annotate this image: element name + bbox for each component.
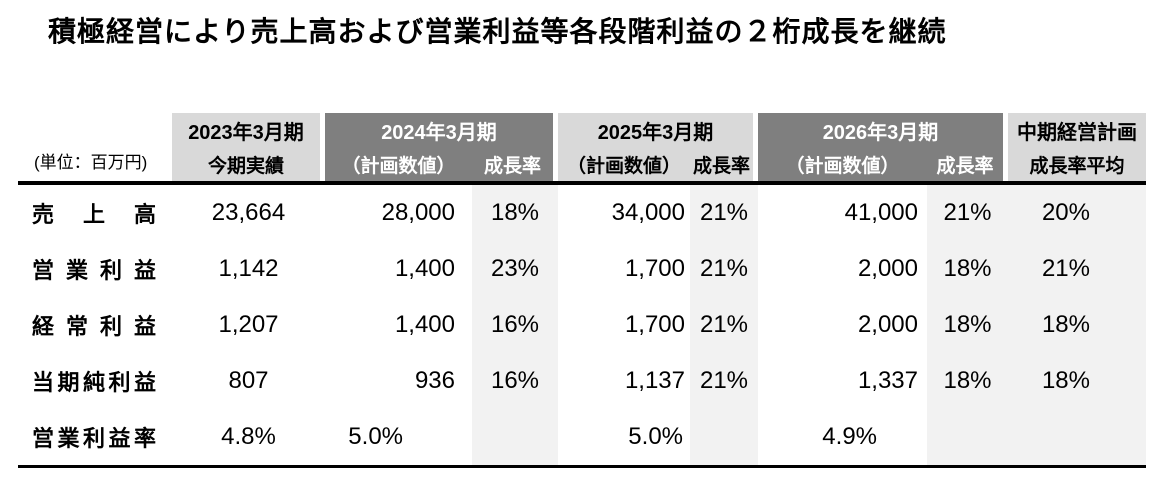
cell-fy2026-plan: 4.9% [822,423,877,450]
column-header-fy2026: 2026年3月期 [758,113,1008,147]
row-label: 営業利益 [18,241,172,297]
financial-plan-table: (単位：百万円) 2023年3月期 2024年3月期 2025年3月期 2026… [18,113,1146,468]
subheader-fy2024-plan: （計画数値） [325,147,472,181]
cell-fy2024-growth: 16% [472,353,558,409]
cell-fy2025-plan: 1,137 [624,367,685,394]
cell-fy2025-growth: 21% [690,353,758,409]
cell-fy2026-plan: 1,337 [857,367,918,394]
row-label-text: 営業利益 [32,258,156,283]
row-label: 売上高 [18,185,172,241]
subheader-fy2025-growth: 成長率 [690,147,758,181]
cell-fy2024-growth: 23% [472,241,558,297]
cell-fy2026-growth: 18% [927,297,1008,353]
cell-fy2024-plan: 5.0% [348,423,403,450]
row-label-text: 経常利益 [32,314,156,339]
row-label-text: 売上高 [32,202,156,227]
subheader-midterm-avg: 成長率平均 [1008,147,1146,181]
cell-fy2026-plan: 41,000 [844,199,918,226]
cell-midterm-avg: 18% [1008,297,1146,353]
cell-fy2025-growth [690,409,758,465]
subheader-fy2026-plan: （計画数値） [758,147,927,181]
cell-fy2026-growth: 18% [927,353,1008,409]
cell-fy2025-growth: 21% [690,185,758,241]
cell-fy2023-actual: 1,142 [218,255,279,282]
cell-fy2024-plan: 1,400 [394,255,455,282]
unit-label: (単位：百万円) [18,113,172,181]
cell-fy2024-growth [472,409,558,465]
cell-fy2024-plan: 28,000 [381,199,455,226]
row-label: 経常利益 [18,297,172,353]
cell-midterm-avg: 20% [1008,185,1146,241]
subheader-fy2025-plan: （計画数値） [558,147,690,181]
cell-fy2025-growth: 21% [690,297,758,353]
cell-fy2024-growth: 18% [472,185,558,241]
table-body: 売上高 23,664 28,000 18% 34,000 21% 41,000 … [18,185,1146,468]
cell-fy2023-actual: 4.8% [221,423,276,450]
cell-fy2025-plan: 1,700 [624,311,685,338]
cell-fy2026-growth [927,409,1008,465]
cell-midterm-avg: 18% [1008,353,1146,409]
cell-fy2026-growth: 18% [927,241,1008,297]
cell-midterm-avg: 21% [1008,241,1146,297]
cell-fy2024-plan: 1,400 [394,311,455,338]
cell-fy2026-growth: 21% [927,185,1008,241]
cell-fy2025-plan: 5.0% [628,423,683,450]
column-header-midterm: 中期経営計画 [1008,113,1146,147]
cell-fy2023-actual: 1,207 [218,311,279,338]
subheader-fy2023-actual: 今期実績 [172,147,325,181]
page-title: 積極経営により売上高および営業利益等各段階利益の２桁成長を継続 [48,16,947,47]
subheader-fy2024-growth: 成長率 [472,147,558,181]
column-header-fy2025: 2025年3月期 [558,113,758,147]
cell-fy2025-plan: 34,000 [611,199,685,226]
table-header: (単位：百万円) 2023年3月期 2024年3月期 2025年3月期 2026… [18,113,1146,185]
cell-fy2025-plan: 1,700 [624,255,685,282]
cell-fy2026-plan: 2,000 [857,311,918,338]
row-label: 当期純利益 [18,353,172,409]
cell-midterm-avg [1008,409,1146,465]
row-label: 営業利益率 [18,409,172,465]
cell-fy2024-growth: 16% [472,297,558,353]
cell-fy2023-actual: 807 [228,367,269,394]
row-label-text: 営業利益率 [32,426,156,451]
cell-fy2023-actual: 23,664 [211,199,286,226]
cell-fy2026-plan: 2,000 [857,255,918,282]
subheader-fy2026-growth: 成長率 [927,147,1008,181]
column-header-fy2024: 2024年3月期 [325,113,558,147]
cell-fy2024-plan: 936 [414,367,455,394]
row-label-text: 当期純利益 [32,370,156,395]
cell-fy2025-growth: 21% [690,241,758,297]
column-header-fy2023: 2023年3月期 [172,113,325,147]
